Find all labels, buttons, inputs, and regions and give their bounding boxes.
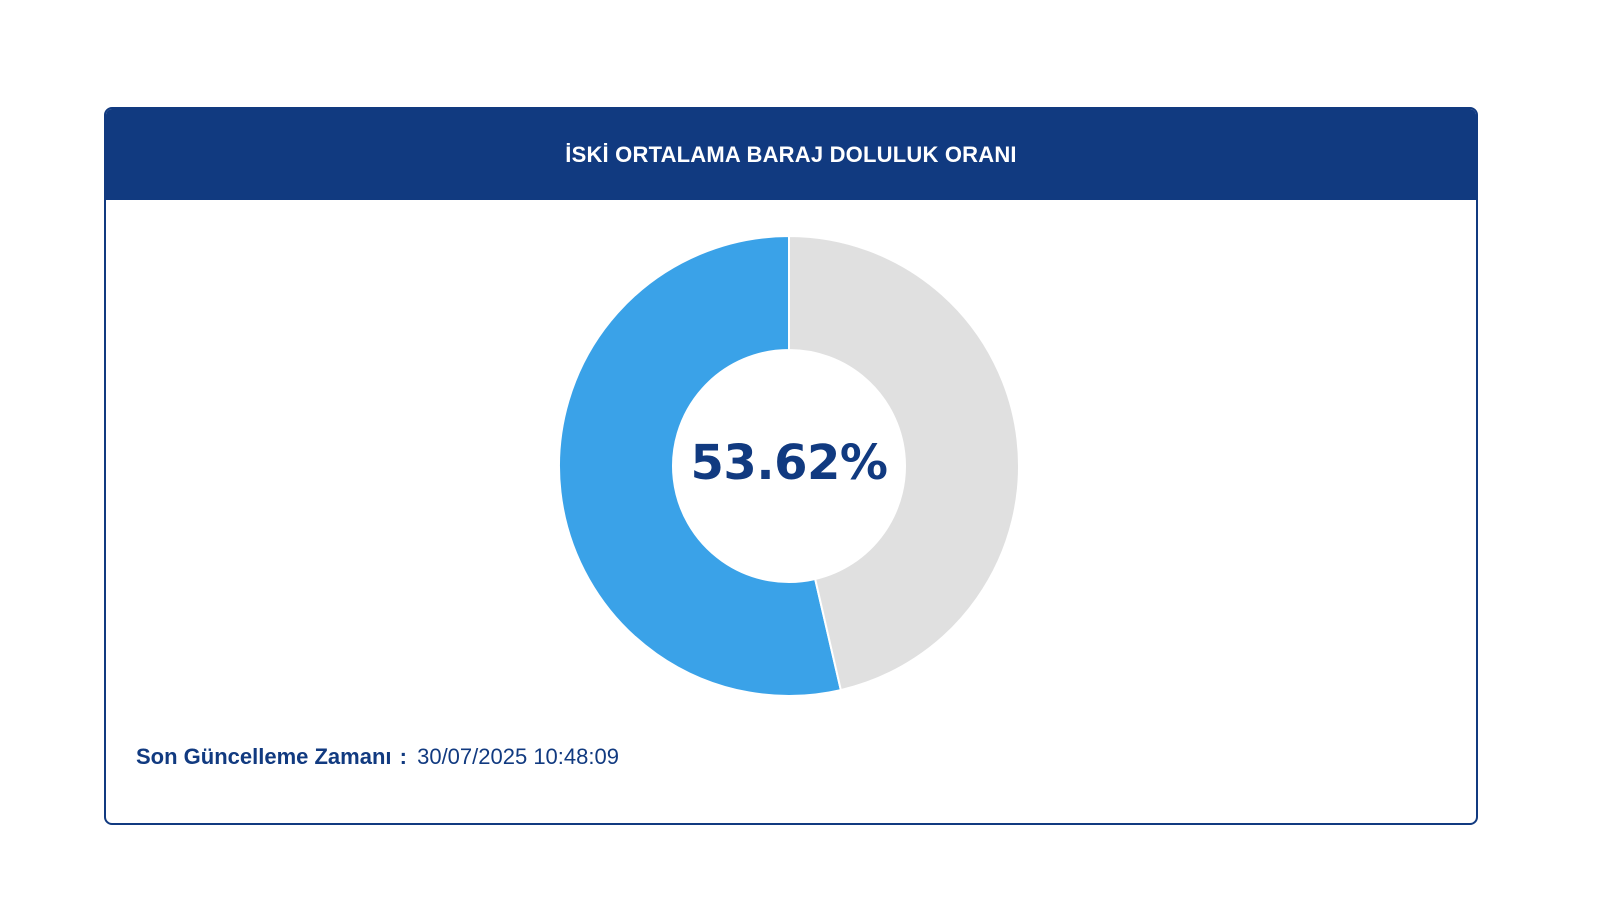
chart-area: 53.62% — [106, 109, 1476, 823]
donut-slice-empty — [788, 234, 1020, 692]
last-update-info: Son Güncelleme Zamanı : 30/07/2025 10:48… — [136, 744, 619, 770]
card-title: İSKİ ORTALAMA BARAJ DOLULUK ORANI — [565, 141, 1017, 167]
donut-chart — [558, 234, 1020, 697]
dam-occupancy-card: İSKİ ORTALAMA BARAJ DOLULUK ORANI 53.62%… — [104, 107, 1478, 825]
last-update-timestamp: 30/07/2025 10:48:09 — [417, 744, 619, 769]
card-header: İSKİ ORTALAMA BARAJ DOLULUK ORANI — [106, 109, 1476, 200]
last-update-separator: : — [399, 744, 407, 769]
last-update-label: Son Güncelleme Zamanı — [136, 744, 392, 769]
center-percentage-label: 53.62% — [690, 435, 888, 491]
donut-slice-filled — [558, 234, 843, 697]
